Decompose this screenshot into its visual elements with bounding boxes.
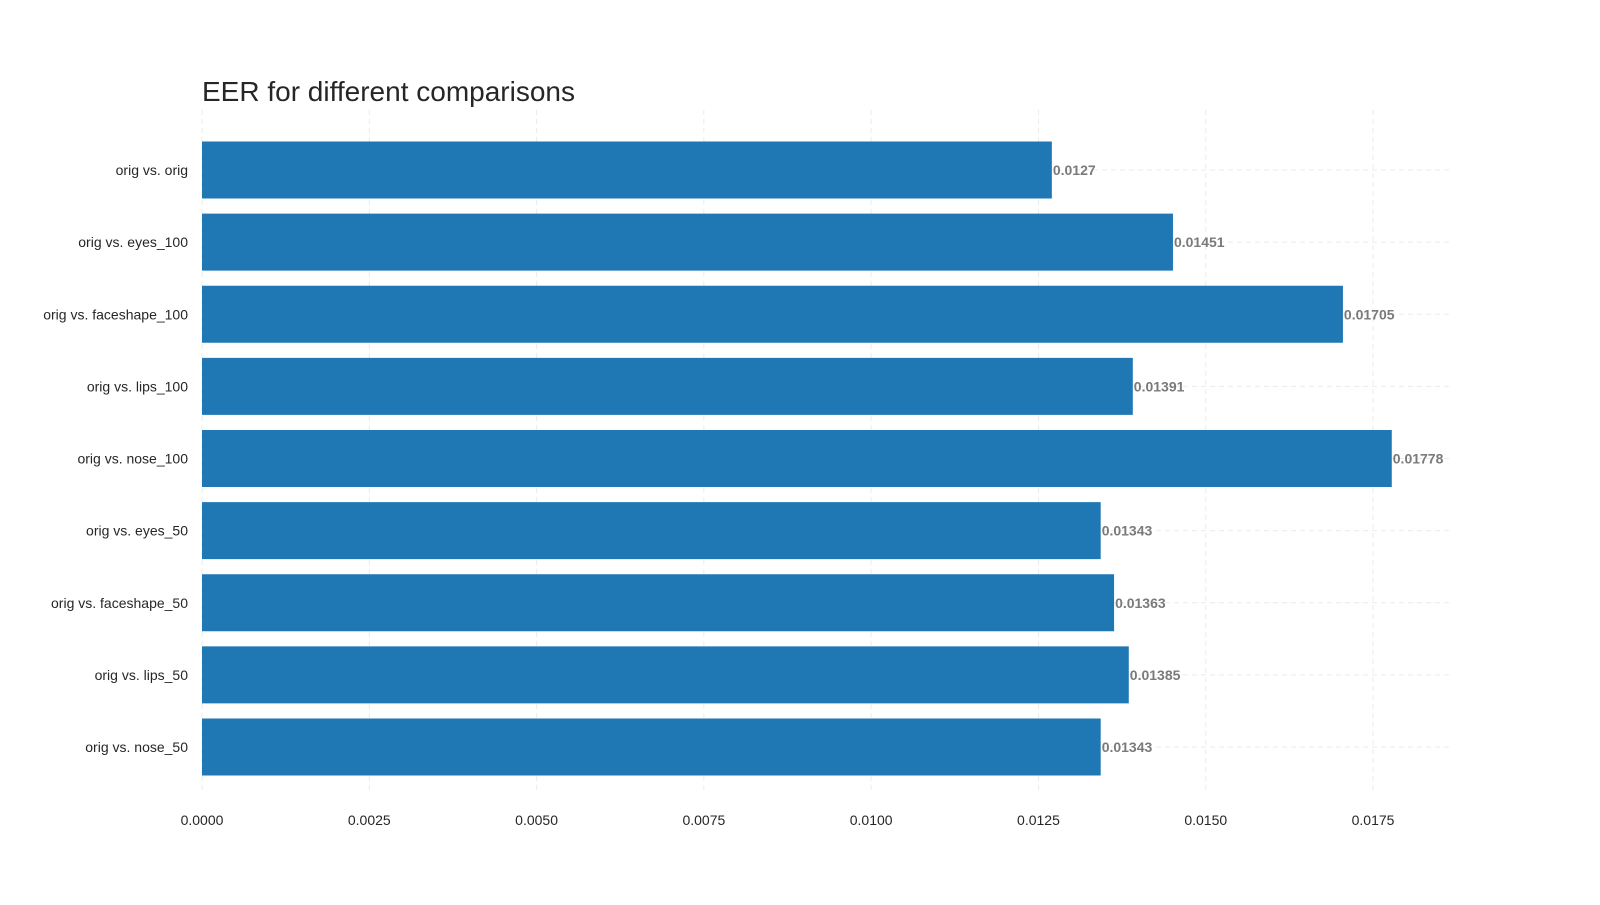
bar-value-label: 0.01343 (1102, 523, 1153, 539)
y-category-label: orig vs. nose_100 (77, 451, 188, 467)
x-tick-label: 0.0025 (348, 812, 391, 828)
bar (202, 141, 1052, 199)
y-category-label: orig vs. orig (116, 162, 188, 178)
y-category-label: orig vs. lips_100 (87, 378, 188, 394)
x-tick-label: 0.0050 (515, 812, 558, 828)
bar-value-label: 0.01705 (1344, 306, 1395, 322)
x-tick-label: 0.0150 (1184, 812, 1227, 828)
x-tick-label: 0.0075 (682, 812, 725, 828)
bar-value-label: 0.01451 (1174, 234, 1225, 250)
x-tick-label: 0.0100 (850, 812, 893, 828)
y-category-label: orig vs. faceshape_50 (51, 595, 188, 611)
bar (202, 502, 1101, 560)
x-tick-label: 0.0125 (1017, 812, 1060, 828)
x-tick-label: 0.0175 (1352, 812, 1395, 828)
y-category-label: orig vs. faceshape_100 (43, 306, 188, 322)
x-axis-tick-labels: 0.0000 0.0025 0.0050 0.0075 0.0100 0.0125 0.01… (181, 812, 1395, 828)
bar (202, 718, 1101, 776)
value-labels: 0.0127 0.01451 0.01705 0.01391 0.01778 0.0134… (1053, 162, 1444, 755)
bar (202, 357, 1133, 415)
bar-value-label: 0.01391 (1134, 378, 1185, 394)
bar (202, 430, 1392, 487)
bars (202, 141, 1392, 776)
y-category-label: orig vs. lips_50 (95, 667, 189, 683)
bar (202, 646, 1129, 704)
bar (202, 285, 1343, 343)
y-category-label: orig vs. nose_50 (85, 739, 188, 755)
bar-value-label: 0.01778 (1393, 451, 1444, 467)
chart-title: EER for different comparisons (202, 76, 575, 107)
bar (202, 213, 1173, 271)
y-category-label: orig vs. eyes_100 (78, 234, 188, 250)
x-tick-label: 0.0000 (181, 812, 224, 828)
bar-value-label: 0.01385 (1130, 667, 1181, 683)
bar-value-label: 0.01363 (1115, 595, 1166, 611)
bar-value-label: 0.0127 (1053, 162, 1096, 178)
y-category-label: orig vs. eyes_50 (86, 523, 188, 539)
bar-value-label: 0.01343 (1102, 739, 1153, 755)
bar (202, 574, 1115, 632)
